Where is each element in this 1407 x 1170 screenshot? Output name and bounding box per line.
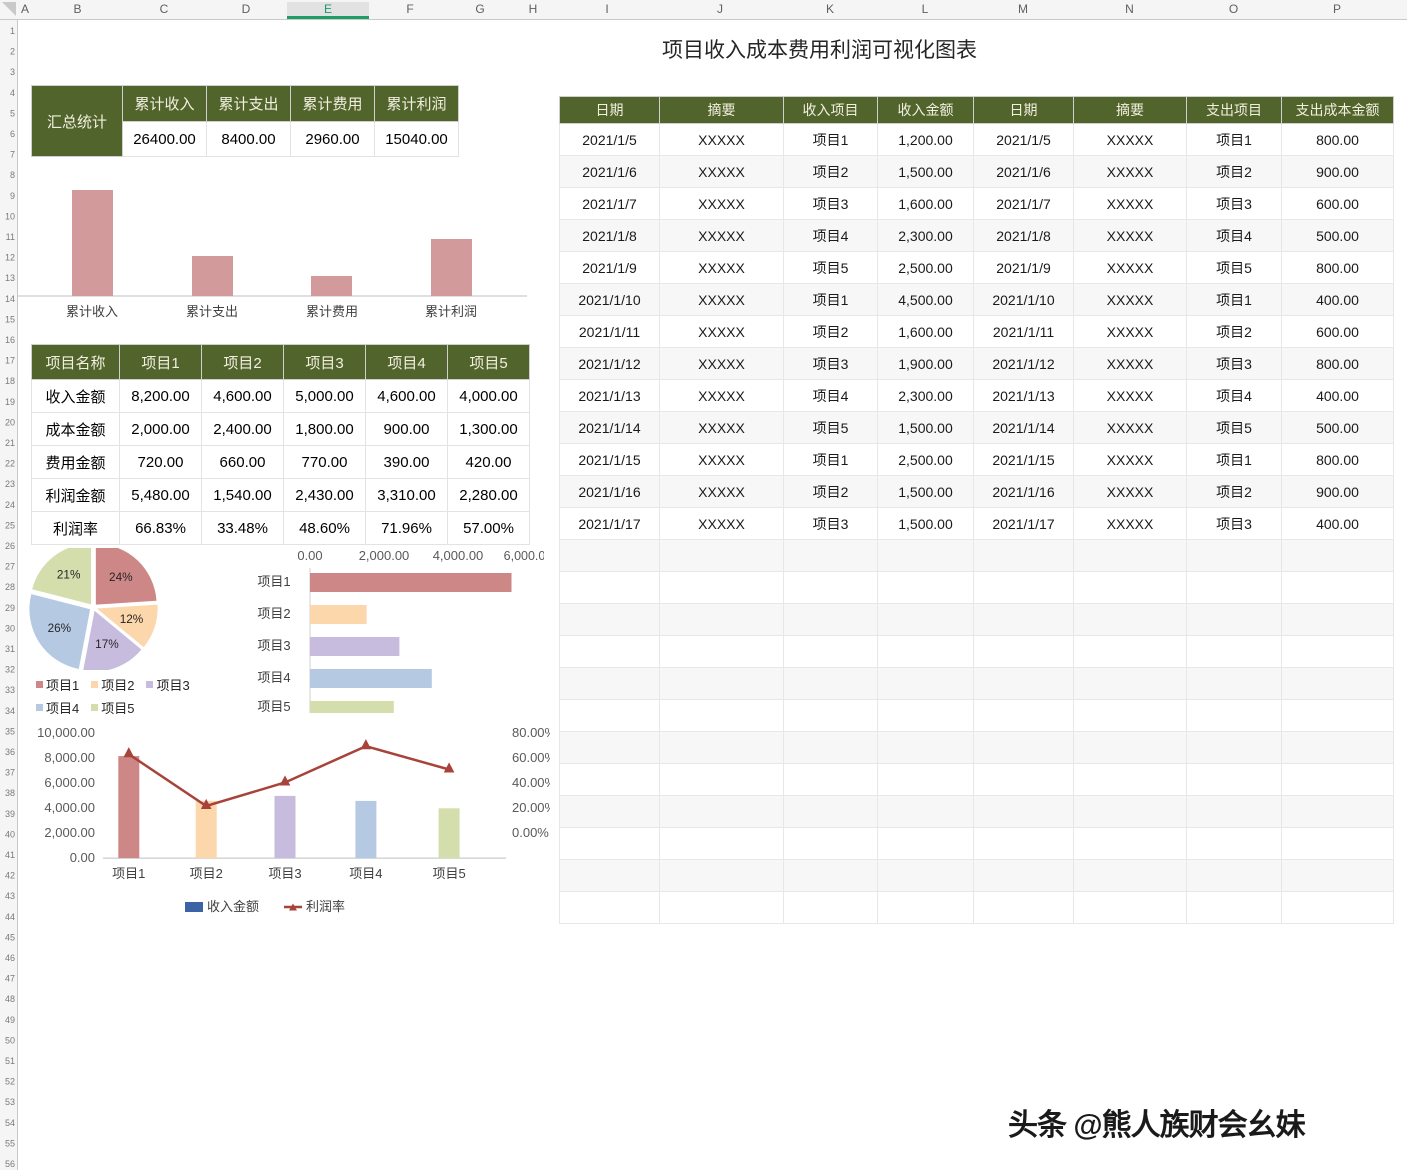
svg-text:2,000.00: 2,000.00 xyxy=(44,825,95,840)
svg-text:47: 47 xyxy=(5,974,15,984)
svg-text:项目1: 项目1 xyxy=(112,866,145,881)
svg-text:收入金额: 收入金额 xyxy=(207,899,259,914)
svg-text:46: 46 xyxy=(5,953,15,963)
svg-text:累计费用: 累计费用 xyxy=(306,304,358,319)
svg-text:48: 48 xyxy=(5,994,15,1004)
svg-text:55: 55 xyxy=(5,1138,15,1148)
svg-text:30: 30 xyxy=(5,623,15,633)
svg-text:6,000.00: 6,000.00 xyxy=(44,775,95,790)
svg-text:0.00: 0.00 xyxy=(297,548,322,563)
svg-text:0.00%: 0.00% xyxy=(512,825,549,840)
svg-text:18: 18 xyxy=(5,376,15,386)
svg-text:2,000.00: 2,000.00 xyxy=(359,548,410,563)
svg-text:49: 49 xyxy=(5,1015,15,1025)
svg-text:4,000.00: 4,000.00 xyxy=(44,800,95,815)
svg-text:项目5: 项目5 xyxy=(432,866,465,881)
svg-text:项目4: 项目4 xyxy=(257,670,290,685)
svg-text:项目3: 项目3 xyxy=(268,866,301,881)
svg-text:45: 45 xyxy=(5,932,15,942)
svg-text:31: 31 xyxy=(5,644,15,654)
svg-text:28: 28 xyxy=(5,582,15,592)
svg-text:51: 51 xyxy=(5,1056,15,1066)
svg-text:10,000.00: 10,000.00 xyxy=(37,725,95,740)
svg-text:17%: 17% xyxy=(95,638,119,651)
svg-text:26%: 26% xyxy=(48,622,72,635)
svg-text:6: 6 xyxy=(10,129,15,139)
svg-text:20.00%: 20.00% xyxy=(512,800,550,815)
svg-text:19: 19 xyxy=(5,397,15,407)
svg-text:8,000.00: 8,000.00 xyxy=(44,750,95,765)
svg-text:16: 16 xyxy=(5,335,15,345)
svg-text:50: 50 xyxy=(5,1035,15,1045)
svg-text:27: 27 xyxy=(5,562,15,572)
svg-text:21%: 21% xyxy=(57,569,81,582)
svg-text:5: 5 xyxy=(10,108,15,118)
svg-text:23: 23 xyxy=(5,479,15,489)
svg-text:累计利润: 累计利润 xyxy=(425,304,477,319)
svg-text:项目3: 项目3 xyxy=(257,638,290,653)
svg-text:22: 22 xyxy=(5,459,15,469)
svg-text:25: 25 xyxy=(5,520,15,530)
svg-text:累计支出: 累计支出 xyxy=(186,304,238,319)
svg-text:56: 56 xyxy=(5,1159,15,1169)
svg-text:项目2: 项目2 xyxy=(190,866,223,881)
svg-text:21: 21 xyxy=(5,438,15,448)
svg-text:7: 7 xyxy=(10,150,15,160)
svg-text:29: 29 xyxy=(5,603,15,613)
svg-text:33: 33 xyxy=(5,685,15,695)
svg-text:60.00%: 60.00% xyxy=(512,750,550,765)
svg-text:4,000.00: 4,000.00 xyxy=(433,548,484,563)
svg-text:80.00%: 80.00% xyxy=(512,725,550,740)
svg-text:6,000.00: 6,000.00 xyxy=(504,549,544,563)
svg-text:1: 1 xyxy=(10,26,15,36)
svg-text:40.00%: 40.00% xyxy=(512,775,550,790)
svg-text:17: 17 xyxy=(5,356,15,366)
svg-text:2: 2 xyxy=(10,47,15,57)
svg-text:项目4: 项目4 xyxy=(349,866,382,881)
svg-text:3: 3 xyxy=(10,67,15,77)
svg-text:项目2: 项目2 xyxy=(257,606,290,621)
svg-text:32: 32 xyxy=(5,665,15,675)
svg-text:20: 20 xyxy=(5,417,15,427)
svg-text:累计收入: 累计收入 xyxy=(66,304,118,319)
svg-text:54: 54 xyxy=(5,1118,15,1128)
svg-text:0.00: 0.00 xyxy=(70,850,95,865)
svg-text:项目1: 项目1 xyxy=(257,574,290,589)
svg-text:4: 4 xyxy=(10,88,15,98)
svg-text:24%: 24% xyxy=(109,571,133,584)
svg-text:53: 53 xyxy=(5,1097,15,1107)
svg-text:12%: 12% xyxy=(120,613,144,626)
svg-text:利润率: 利润率 xyxy=(306,899,345,914)
svg-text:26: 26 xyxy=(5,541,15,551)
svg-text:24: 24 xyxy=(5,500,15,510)
svg-text:52: 52 xyxy=(5,1077,15,1087)
